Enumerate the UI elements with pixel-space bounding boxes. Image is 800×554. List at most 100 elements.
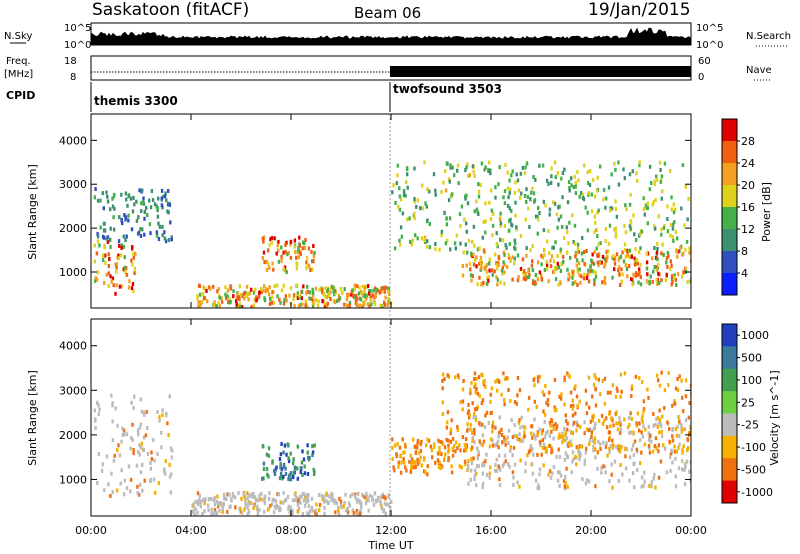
data-cell bbox=[424, 201, 427, 206]
data-cell bbox=[612, 443, 615, 448]
data-cell bbox=[509, 217, 512, 222]
data-cell bbox=[472, 415, 475, 420]
data-cell bbox=[306, 511, 309, 516]
data-cell bbox=[117, 256, 120, 261]
colorbar-tick-label: 500 bbox=[741, 352, 762, 365]
data-cell bbox=[536, 452, 539, 457]
data-cell bbox=[545, 262, 549, 267]
data-cell bbox=[296, 296, 300, 300]
data-cell bbox=[614, 206, 617, 211]
data-cell bbox=[445, 222, 449, 227]
data-cell bbox=[594, 274, 598, 279]
data-cell bbox=[538, 427, 541, 432]
data-cell bbox=[676, 236, 679, 241]
data-cell bbox=[240, 510, 244, 515]
data-cell bbox=[218, 295, 221, 300]
data-cell bbox=[500, 427, 503, 432]
data-cell bbox=[669, 267, 672, 271]
data-cell bbox=[167, 433, 170, 437]
data-cell bbox=[465, 193, 468, 198]
data-cell bbox=[639, 438, 642, 443]
data-cell bbox=[298, 250, 301, 255]
data-cell bbox=[576, 269, 579, 274]
data-cell bbox=[650, 439, 653, 444]
data-cell bbox=[259, 497, 263, 502]
data-cell bbox=[632, 453, 636, 457]
data-cell bbox=[340, 505, 343, 510]
data-cell bbox=[471, 274, 474, 278]
data-cell bbox=[634, 238, 638, 242]
data-cell bbox=[170, 448, 174, 453]
data-cell bbox=[473, 468, 477, 473]
data-cell bbox=[93, 418, 97, 423]
data-cell bbox=[592, 413, 595, 418]
data-cell bbox=[390, 499, 393, 504]
data-cell bbox=[104, 253, 107, 258]
data-cell bbox=[619, 427, 623, 432]
data-cell bbox=[630, 386, 634, 391]
data-cell bbox=[566, 267, 569, 272]
data-cell bbox=[138, 482, 142, 487]
data-cell bbox=[243, 290, 247, 295]
data-cell bbox=[536, 214, 539, 219]
data-cell bbox=[507, 252, 510, 257]
data-cell bbox=[115, 269, 118, 274]
data-cell bbox=[610, 172, 613, 177]
data-cell bbox=[544, 383, 547, 388]
data-cell bbox=[303, 241, 306, 246]
data-cell bbox=[447, 198, 451, 203]
data-cell bbox=[125, 234, 128, 239]
data-cell bbox=[688, 469, 691, 474]
data-cell bbox=[204, 497, 207, 502]
nsky-label: N.Sky bbox=[4, 31, 32, 42]
data-cell bbox=[422, 457, 426, 462]
data-cell bbox=[662, 252, 665, 257]
data-cell bbox=[473, 243, 476, 248]
data-cell bbox=[418, 459, 421, 464]
data-cell bbox=[475, 376, 478, 381]
data-cell bbox=[360, 501, 363, 506]
data-cell bbox=[133, 394, 136, 399]
data-cell bbox=[310, 250, 313, 254]
data-cell bbox=[358, 285, 361, 290]
data-cell bbox=[545, 446, 548, 451]
data-cell bbox=[548, 251, 551, 256]
data-cell bbox=[150, 457, 154, 461]
data-cell bbox=[262, 498, 265, 503]
data-cell bbox=[325, 491, 328, 496]
data-cell bbox=[640, 450, 643, 455]
data-cell bbox=[364, 501, 368, 506]
data-cell bbox=[213, 508, 217, 512]
data-cell bbox=[270, 236, 274, 240]
data-cell bbox=[229, 284, 232, 289]
data-cell bbox=[523, 269, 526, 274]
data-cell bbox=[292, 470, 296, 475]
data-cell bbox=[304, 238, 307, 242]
data-cell bbox=[479, 259, 482, 264]
data-cell bbox=[292, 457, 295, 462]
data-cell bbox=[402, 189, 406, 194]
data-cell bbox=[285, 298, 288, 303]
data-cell bbox=[456, 446, 459, 451]
data-cell bbox=[477, 375, 481, 380]
data-cell bbox=[346, 510, 350, 515]
data-cell bbox=[647, 431, 650, 436]
data-cell bbox=[194, 507, 198, 512]
data-cell bbox=[491, 211, 495, 216]
data-cell bbox=[524, 165, 527, 170]
data-cell bbox=[686, 448, 689, 453]
data-cell bbox=[197, 304, 200, 308]
data-cell bbox=[288, 510, 291, 515]
data-cell bbox=[268, 285, 271, 290]
data-cell bbox=[198, 292, 202, 297]
data-cell bbox=[566, 200, 570, 205]
data-cell bbox=[303, 471, 307, 476]
data-cell bbox=[455, 233, 458, 238]
data-cell bbox=[305, 255, 309, 260]
data-cell bbox=[588, 183, 592, 187]
data-cell bbox=[325, 295, 328, 300]
data-cell bbox=[443, 456, 446, 461]
data-cell bbox=[414, 445, 417, 450]
data-cell bbox=[610, 462, 613, 467]
data-cell bbox=[461, 399, 465, 404]
